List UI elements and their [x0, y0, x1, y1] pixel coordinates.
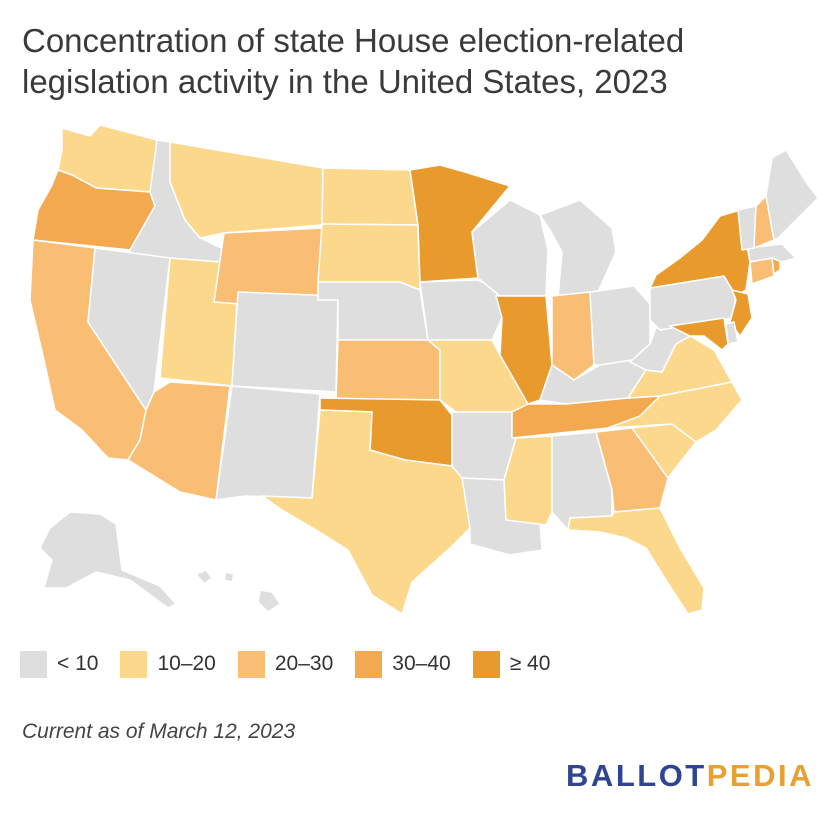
legend-item: 30–40 — [355, 650, 451, 678]
us-state-map — [29, 124, 819, 615]
logo-part-2: PEDIA — [706, 758, 814, 793]
ballotpedia-logo: BALLOTPEDIA — [566, 758, 814, 794]
legend-label: 20–30 — [274, 652, 334, 675]
state-IL — [495, 295, 553, 405]
state-MA — [747, 243, 797, 263]
state-CO — [231, 291, 339, 393]
legend-item: < 10 — [20, 650, 99, 678]
legend-item: 20–30 — [237, 650, 334, 678]
state-NJ — [729, 289, 753, 337]
legend-label: 10–20 — [157, 652, 216, 675]
legend-swatch — [472, 650, 500, 678]
state-SD — [317, 223, 421, 291]
state-NC — [607, 381, 743, 443]
legend-item: 10–20 — [120, 650, 216, 678]
state-AK — [39, 511, 177, 609]
logo-part-1: BALLOT — [566, 758, 707, 793]
state-HI-3 — [257, 589, 281, 613]
legend-label: 30–40 — [392, 652, 451, 675]
legend-swatch — [20, 650, 47, 678]
legend-swatch — [237, 650, 265, 678]
legend: < 10 10–20 20–30 30–40 ≥ 40 — [20, 649, 572, 679]
legend-swatch — [120, 650, 148, 678]
legend-swatch — [355, 650, 383, 678]
legend-item: ≥ 40 — [472, 650, 551, 678]
state-HI — [195, 569, 213, 585]
chart-title: Concentration of state House election-re… — [22, 22, 685, 100]
state-KS — [335, 339, 441, 401]
state-MT — [169, 141, 324, 239]
state-VT — [737, 205, 757, 251]
state-MD — [669, 317, 729, 351]
legend-label: ≥ 40 — [509, 652, 551, 675]
state-IA — [419, 279, 503, 341]
state-HI-2 — [223, 571, 235, 583]
state-MI — [539, 199, 617, 299]
state-TX — [261, 409, 471, 615]
state-ND — [321, 167, 419, 226]
state-AZ — [127, 381, 231, 501]
state-FL — [567, 507, 705, 615]
footnote: Current as of March 12, 2023 — [22, 720, 296, 743]
legend-label: < 10 — [57, 652, 99, 675]
state-WI — [471, 199, 549, 297]
state-ME — [765, 149, 819, 241]
state-IN — [551, 291, 595, 381]
state-NM — [215, 385, 321, 501]
